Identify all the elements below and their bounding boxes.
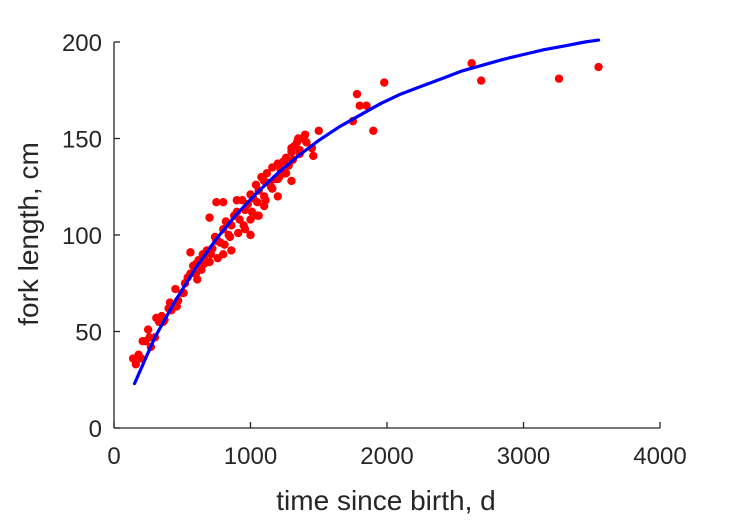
data-point	[240, 225, 250, 234]
data-point	[261, 196, 270, 205]
data-point	[273, 192, 282, 201]
data-point	[467, 59, 476, 68]
data-point	[355, 101, 364, 110]
data-point	[300, 130, 310, 139]
data-point	[220, 240, 229, 249]
data-point	[554, 74, 564, 83]
data-point	[281, 153, 291, 162]
data-point	[225, 232, 235, 242]
data-point	[309, 151, 318, 161]
x-tick-label: 4000	[633, 443, 686, 470]
data-point	[138, 336, 147, 346]
data-point	[143, 325, 153, 334]
data-point	[205, 213, 214, 222]
data-point	[246, 230, 255, 240]
data-point	[262, 169, 272, 178]
data-point	[145, 333, 154, 342]
fit-curve	[132, 38, 601, 386]
data-point	[219, 197, 228, 207]
data-point	[302, 138, 311, 147]
y-tick-label: 200	[62, 30, 102, 57]
x-tick-label: 1000	[224, 443, 277, 470]
data-point	[268, 184, 277, 193]
data-point	[152, 313, 161, 323]
data-point	[232, 196, 242, 205]
data-point	[314, 126, 323, 135]
plot-area	[128, 38, 603, 386]
x-tick-label: 2000	[360, 443, 413, 470]
data-point	[281, 169, 291, 178]
data-point	[287, 143, 296, 153]
data-point	[254, 211, 263, 220]
y-tick-label: 50	[75, 320, 102, 347]
data-point	[193, 275, 202, 284]
data-point	[186, 248, 195, 257]
data-point	[594, 62, 603, 72]
x-tick-label: 0	[107, 443, 120, 470]
data-point	[212, 197, 221, 207]
data-point	[380, 78, 389, 87]
data-point	[171, 284, 180, 294]
data-point	[294, 134, 303, 143]
y-axis-label: fork length, cm	[13, 142, 44, 326]
data-point	[362, 101, 371, 110]
axes: 0 1000 2000 3000 4000 0 50 100 150 200	[62, 30, 687, 470]
data-point	[247, 207, 257, 217]
data-point	[369, 126, 378, 135]
data-point	[227, 246, 236, 255]
y-tick-label: 100	[62, 223, 102, 250]
data-point	[476, 76, 486, 85]
data-point	[352, 89, 362, 99]
x-axis-label: time since birth, d	[276, 485, 495, 516]
data-point	[131, 360, 141, 369]
y-tick-label: 0	[89, 416, 102, 443]
data-point	[213, 253, 222, 263]
data-point	[234, 228, 243, 238]
data-point	[287, 176, 296, 186]
y-tick-label: 150	[62, 127, 102, 154]
data-point	[246, 215, 255, 224]
x-tick-label: 3000	[497, 443, 550, 470]
data-point	[253, 197, 262, 207]
